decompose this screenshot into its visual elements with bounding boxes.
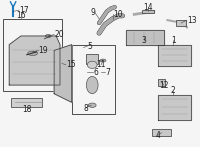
Bar bbox=[72, 45, 115, 114]
Bar bbox=[3, 19, 62, 91]
Text: 9: 9 bbox=[90, 8, 95, 17]
Text: 14: 14 bbox=[143, 3, 153, 12]
Bar bbox=[11, 98, 42, 107]
Text: 18: 18 bbox=[22, 105, 32, 114]
Bar bbox=[86, 54, 98, 64]
Ellipse shape bbox=[88, 103, 96, 107]
Ellipse shape bbox=[45, 35, 51, 37]
Text: 13: 13 bbox=[187, 16, 197, 25]
Text: 3: 3 bbox=[142, 36, 146, 45]
Text: 6: 6 bbox=[93, 68, 98, 77]
Polygon shape bbox=[158, 95, 191, 120]
Polygon shape bbox=[54, 45, 72, 102]
Text: 2: 2 bbox=[171, 86, 176, 95]
Text: 4: 4 bbox=[155, 131, 160, 140]
Polygon shape bbox=[9, 36, 60, 85]
Text: 1: 1 bbox=[171, 36, 176, 45]
Ellipse shape bbox=[100, 59, 106, 62]
Text: 7: 7 bbox=[105, 68, 110, 77]
Text: 15: 15 bbox=[66, 60, 75, 69]
Text: 8: 8 bbox=[83, 104, 88, 113]
Polygon shape bbox=[126, 30, 164, 45]
Polygon shape bbox=[158, 45, 191, 66]
Ellipse shape bbox=[28, 51, 38, 55]
Text: 19: 19 bbox=[39, 46, 48, 55]
Text: 17: 17 bbox=[19, 6, 29, 15]
Bar bbox=[176, 20, 186, 26]
Bar bbox=[142, 10, 154, 13]
Ellipse shape bbox=[86, 76, 98, 94]
Text: 5: 5 bbox=[87, 42, 92, 51]
Text: 10: 10 bbox=[113, 10, 122, 19]
Ellipse shape bbox=[87, 61, 97, 69]
Text: 12: 12 bbox=[159, 81, 168, 90]
Bar bbox=[152, 129, 171, 136]
Text: 11: 11 bbox=[96, 60, 106, 69]
Text: 20: 20 bbox=[54, 30, 64, 39]
Text: 16: 16 bbox=[16, 11, 26, 20]
Bar bbox=[158, 78, 165, 86]
